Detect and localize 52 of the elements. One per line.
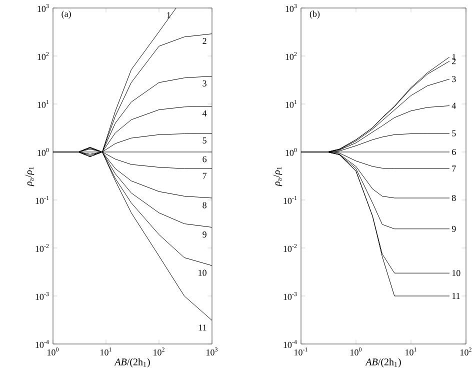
series-label: 10 xyxy=(198,270,206,276)
y-tick-label: 10$^{0}$ xyxy=(286,148,297,156)
series-label: 4 xyxy=(202,110,207,116)
y-tick-label: 10$^{1}$ xyxy=(38,100,49,108)
series-label: 3 xyxy=(452,76,456,82)
x-tick-label: 10$^{2}$ xyxy=(460,348,472,356)
x-tick-label: 10$^{1}$ xyxy=(100,348,112,356)
y-tick-label: 10$^{2}$ xyxy=(286,52,297,60)
series-label: 9 xyxy=(452,226,456,232)
series-label: 11 xyxy=(198,324,206,331)
y-tick-label: 10$^{-3}$ xyxy=(284,292,297,300)
x-axis-title: AB/(2h$_{1}$) xyxy=(365,358,401,368)
y-tick-label: 10$^{1}$ xyxy=(286,100,297,108)
series-label: 1 xyxy=(167,12,170,18)
series-label: 7 xyxy=(202,172,207,179)
series-label: 4 xyxy=(452,102,456,109)
x-axis-title: AB/(2h$_{1}$) xyxy=(114,358,150,368)
chart-title: (a) xyxy=(62,10,71,19)
series-label: 3 xyxy=(202,80,206,86)
series-label: 7 xyxy=(452,166,456,172)
y-tick-label: 10$^{-3}$ xyxy=(36,292,49,300)
x-tick-label: 10$^{-1}$ xyxy=(294,348,308,356)
y-tick-label: 10$^{-1}$ xyxy=(284,196,297,204)
series-label: 11 xyxy=(452,293,460,299)
y-tick-label: 10$^{0}$ xyxy=(38,148,49,156)
series-label: 8 xyxy=(202,202,206,208)
y-tick-label: 10$^{3}$ xyxy=(38,4,49,12)
series-label: 2 xyxy=(202,38,206,44)
y-tick-label: 10$^{-4}$ xyxy=(284,340,297,348)
y-tick-label: 10$^{3}$ xyxy=(286,4,297,12)
x-tick-label: 10$^{2}$ xyxy=(154,348,164,356)
series-label: 8 xyxy=(452,194,456,202)
series-label: 5 xyxy=(452,130,456,136)
y-tick-label: 10$^{-2}$ xyxy=(36,244,49,252)
series-label: 9 xyxy=(202,231,206,238)
y-tick-label: 10$^{-4}$ xyxy=(36,340,49,348)
chart-title: (b) xyxy=(310,10,320,19)
series-label: 2 xyxy=(452,58,456,64)
series-label: 10 xyxy=(452,270,460,276)
x-tick-label: 10$^{3}$ xyxy=(206,348,218,356)
y-axis-title: ρ$_{a}$/ρ$_{1}$ xyxy=(273,166,282,186)
y-tick-label: 10$^{2}$ xyxy=(38,52,49,60)
series-label: 6 xyxy=(452,148,456,156)
x-tick-label: 10$^{0}$ xyxy=(350,348,362,356)
y-tick-label: 10$^{-1}$ xyxy=(36,196,49,204)
series-label: 6 xyxy=(202,156,207,162)
series-label: 5 xyxy=(202,138,206,144)
y-tick-label: 10$^{-2}$ xyxy=(284,244,297,252)
x-tick-label: 10$^{1}$ xyxy=(406,348,416,356)
series-label: 1 xyxy=(452,54,456,60)
y-axis-title: ρ$_{a}$/ρ$_{1}$ xyxy=(25,166,34,186)
x-tick-label: 10$^{0}$ xyxy=(48,348,59,356)
